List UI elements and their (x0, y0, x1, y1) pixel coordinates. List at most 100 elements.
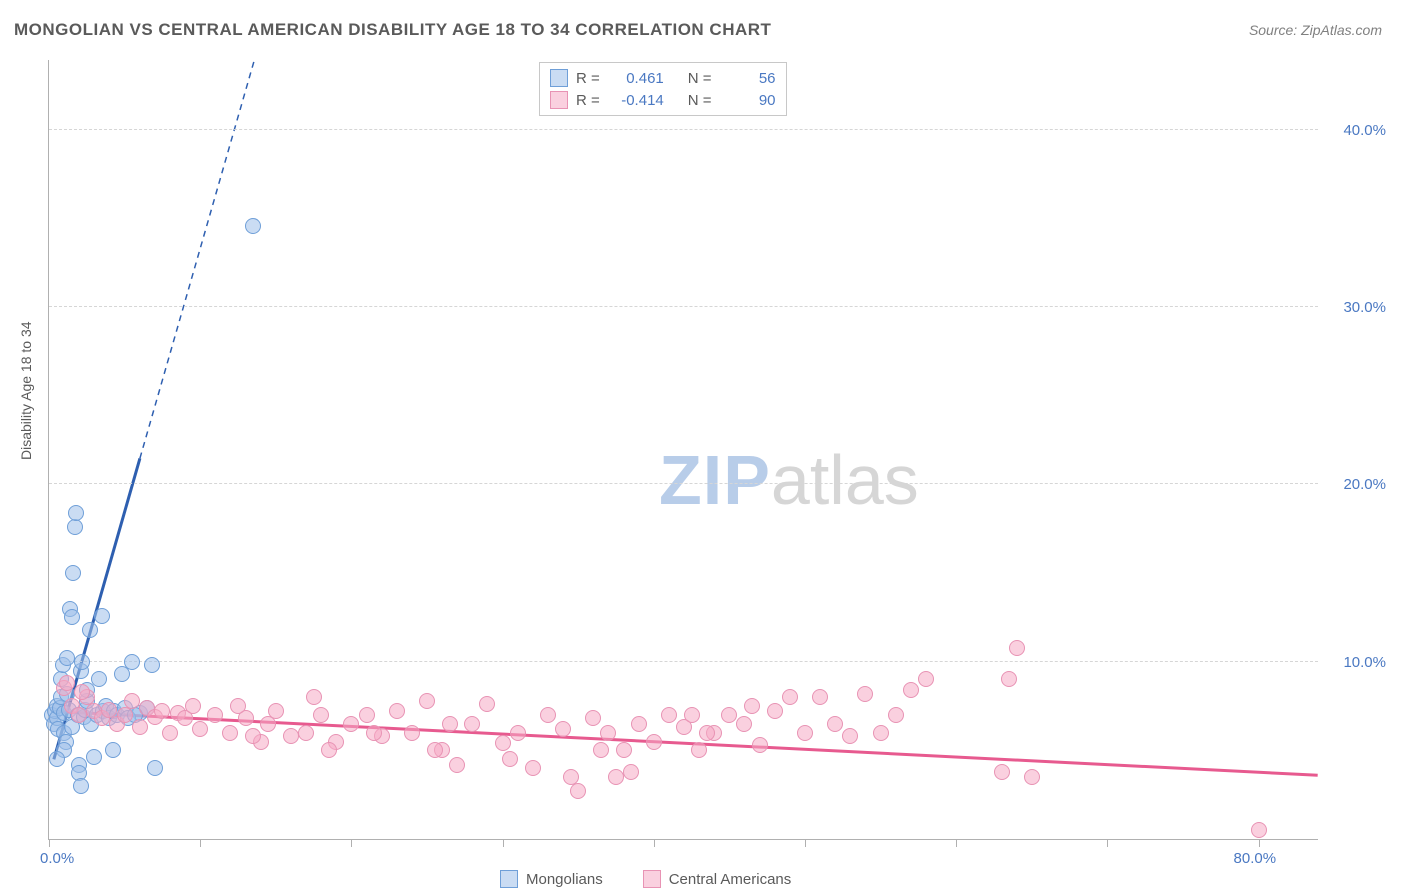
scatter-marker-mongolians (67, 519, 83, 535)
scatter-marker-central_americans (767, 703, 783, 719)
scatter-marker-mongolians (147, 760, 163, 776)
scatter-marker-mongolians (65, 565, 81, 581)
plot-area: ZIPatlas R =0.461N =56R =-0.414N =90 (48, 60, 1318, 840)
scatter-marker-central_americans (744, 698, 760, 714)
scatter-marker-central_americans (479, 696, 495, 712)
scatter-marker-central_americans (593, 742, 609, 758)
scatter-marker-central_americans (321, 742, 337, 758)
scatter-marker-central_americans (59, 675, 75, 691)
x-tick-label: 0.0% (40, 850, 74, 867)
scatter-marker-central_americans (721, 707, 737, 723)
x-tick (1107, 839, 1108, 847)
scatter-marker-central_americans (442, 716, 458, 732)
legend-label: Mongolians (526, 871, 603, 888)
scatter-marker-central_americans (245, 728, 261, 744)
scatter-marker-central_americans (207, 707, 223, 723)
scatter-marker-mongolians (73, 778, 89, 794)
stats-r-label: R = (576, 92, 600, 109)
scatter-marker-central_americans (646, 734, 662, 750)
scatter-marker-mongolians (64, 609, 80, 625)
scatter-marker-central_americans (570, 783, 586, 799)
scatter-marker-central_americans (419, 693, 435, 709)
x-tick (654, 839, 655, 847)
x-tick (1259, 839, 1260, 847)
legend-item-central_americans: Central Americans (643, 870, 792, 888)
scatter-marker-central_americans (736, 716, 752, 732)
scatter-marker-central_americans (812, 689, 828, 705)
scatter-marker-central_americans (1009, 640, 1025, 656)
stats-r-label: R = (576, 70, 600, 87)
watermark-atlas: atlas (771, 441, 919, 519)
scatter-marker-central_americans (873, 725, 889, 741)
scatter-marker-central_americans (449, 757, 465, 773)
scatter-marker-central_americans (616, 742, 632, 758)
scatter-marker-central_americans (600, 725, 616, 741)
gridline (49, 306, 1318, 307)
scatter-marker-mongolians (105, 742, 121, 758)
scatter-marker-mongolians (86, 749, 102, 765)
stats-n-label: N = (688, 92, 712, 109)
scatter-marker-central_americans (359, 707, 375, 723)
scatter-marker-central_americans (525, 760, 541, 776)
x-tick (503, 839, 504, 847)
scatter-marker-central_americans (495, 735, 511, 751)
scatter-marker-mongolians (144, 657, 160, 673)
scatter-marker-central_americans (154, 703, 170, 719)
stats-swatch-mongolians (550, 69, 568, 87)
scatter-marker-central_americans (918, 671, 934, 687)
y-tick-label: 40.0% (1343, 122, 1386, 139)
scatter-marker-central_americans (797, 725, 813, 741)
scatter-marker-central_americans (366, 725, 382, 741)
scatter-marker-central_americans (510, 725, 526, 741)
scatter-marker-central_americans (464, 716, 480, 732)
scatter-marker-central_americans (661, 707, 677, 723)
scatter-marker-central_americans (994, 764, 1010, 780)
stats-n-label: N = (688, 70, 712, 87)
chart-container: MONGOLIAN VS CENTRAL AMERICAN DISABILITY… (0, 0, 1406, 892)
scatter-marker-central_americans (502, 751, 518, 767)
legend-label: Central Americans (669, 871, 792, 888)
scatter-marker-central_americans (699, 725, 715, 741)
scatter-marker-central_americans (842, 728, 858, 744)
scatter-marker-central_americans (71, 707, 87, 723)
scatter-marker-central_americans (260, 716, 276, 732)
scatter-marker-central_americans (230, 698, 246, 714)
stats-box: R =0.461N =56R =-0.414N =90 (539, 62, 787, 116)
scatter-marker-central_americans (888, 707, 904, 723)
scatter-marker-central_americans (427, 742, 443, 758)
scatter-marker-mongolians (91, 671, 107, 687)
scatter-marker-central_americans (313, 707, 329, 723)
x-tick (200, 839, 201, 847)
source-attribution: Source: ZipAtlas.com (1249, 22, 1382, 38)
scatter-marker-central_americans (162, 725, 178, 741)
scatter-marker-central_americans (1251, 822, 1267, 838)
scatter-marker-central_americans (117, 707, 133, 723)
stats-n-value: 56 (720, 70, 776, 87)
scatter-marker-central_americans (389, 703, 405, 719)
scatter-marker-mongolians (74, 654, 90, 670)
chart-title: MONGOLIAN VS CENTRAL AMERICAN DISABILITY… (14, 20, 771, 40)
scatter-marker-central_americans (283, 728, 299, 744)
scatter-marker-mongolians (94, 608, 110, 624)
scatter-marker-mongolians (59, 650, 75, 666)
scatter-marker-central_americans (585, 710, 601, 726)
stats-n-value: 90 (720, 92, 776, 109)
scatter-marker-central_americans (306, 689, 322, 705)
scatter-marker-central_americans (1024, 769, 1040, 785)
stats-row-mongolians: R = 0.461 N = 56 (550, 67, 776, 89)
scatter-marker-central_americans (857, 686, 873, 702)
y-tick-label: 10.0% (1343, 654, 1386, 671)
watermark: ZIPatlas (659, 440, 919, 520)
stats-r-value: 0.461 (608, 70, 664, 87)
scatter-marker-mongolians (124, 654, 140, 670)
y-tick-label: 30.0% (1343, 299, 1386, 316)
scatter-marker-mongolians (82, 622, 98, 638)
x-tick (956, 839, 957, 847)
scatter-marker-mongolians (245, 218, 261, 234)
scatter-marker-central_americans (903, 682, 919, 698)
legend-swatch-mongolians (500, 870, 518, 888)
scatter-marker-central_americans (608, 769, 624, 785)
scatter-marker-central_americans (691, 742, 707, 758)
x-tick-label: 80.0% (1234, 850, 1277, 867)
y-axis-label: Disability Age 18 to 34 (18, 321, 34, 460)
